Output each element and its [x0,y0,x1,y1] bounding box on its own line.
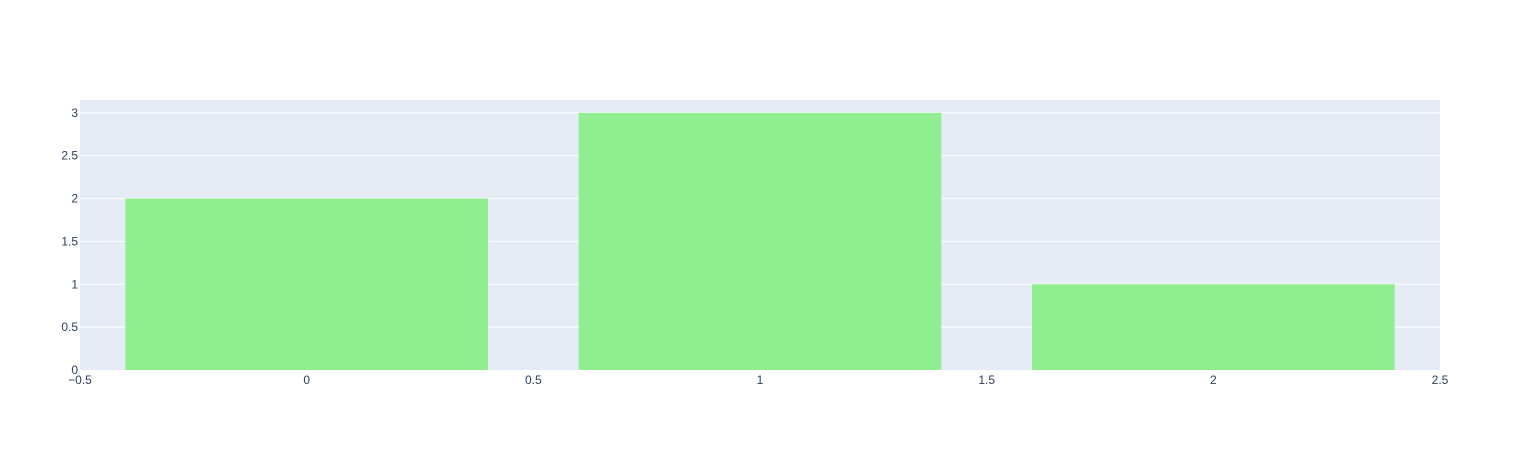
y-tick-label: 2 [71,192,78,206]
bars [125,112,1395,370]
y-tick-label: 0.5 [61,320,78,334]
x-tick-label: 1 [757,373,764,387]
x-tick-label: 1.5 [978,373,995,387]
y-tick-label: 3 [71,106,78,120]
y-tick-label: 1 [71,277,78,291]
bar[interactable] [1032,284,1395,370]
y-axis-tick-labels: 0 0.5 1 1.5 2 2.5 3 [61,106,78,377]
x-tick-label: 2 [1210,373,1217,387]
x-tick-label: 2.5 [1432,373,1449,387]
x-tick-label: −0.5 [68,373,92,387]
x-axis-tick-labels: −0.5 0 0.5 1 1.5 2 2.5 [68,373,1449,387]
y-tick-label: 0 [71,363,78,377]
bar[interactable] [125,198,488,370]
x-tick-label: 0.5 [525,373,542,387]
bar[interactable] [578,112,942,370]
y-tick-label: 1.5 [61,234,78,248]
x-tick-label: 0 [303,373,310,387]
y-tick-label: 2.5 [61,149,78,163]
